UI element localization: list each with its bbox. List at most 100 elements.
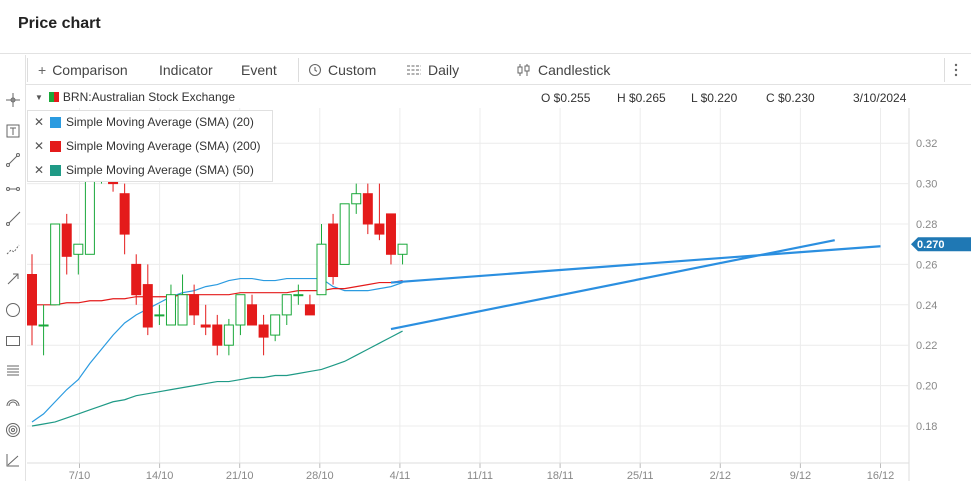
y-tick-label: 0.20 bbox=[916, 381, 937, 393]
y-tick-label: 0.22 bbox=[916, 340, 937, 352]
candle-body[interactable] bbox=[165, 294, 176, 326]
high-value: H $0.265 bbox=[617, 91, 666, 105]
more-options-button[interactable] bbox=[954, 55, 958, 85]
close-icon[interactable]: ✕ bbox=[34, 115, 45, 129]
sma50-line bbox=[31, 330, 403, 427]
candle-body[interactable] bbox=[189, 294, 200, 316]
comparison-button[interactable]: + Comparison bbox=[38, 55, 128, 85]
trendline-lower[interactable] bbox=[390, 239, 835, 331]
line-icon bbox=[6, 153, 20, 167]
fibonacci-icon bbox=[7, 365, 19, 376]
trend-angle-icon bbox=[6, 454, 19, 467]
polyline-tool[interactable] bbox=[0, 238, 26, 260]
candle-body[interactable] bbox=[293, 294, 304, 297]
candle-body[interactable] bbox=[212, 324, 223, 346]
candle-body[interactable] bbox=[247, 304, 258, 326]
target-icon bbox=[6, 423, 20, 437]
symbol-selector[interactable]: ▼ BRN:Australian Stock Exchange bbox=[35, 90, 235, 104]
candle-body[interactable] bbox=[374, 223, 385, 235]
candle-body[interactable] bbox=[119, 193, 130, 235]
horizontal-segment-tool[interactable] bbox=[0, 178, 26, 200]
horizontal-segment-icon bbox=[6, 187, 20, 191]
circle-tool[interactable] bbox=[0, 299, 26, 321]
legend-item-sma50: ✕ Simple Moving Average (SMA) (50) bbox=[34, 160, 254, 180]
candle-body[interactable] bbox=[142, 284, 153, 328]
candle-body[interactable] bbox=[351, 193, 362, 205]
candle-body[interactable] bbox=[362, 193, 373, 225]
text-box-icon bbox=[6, 124, 20, 138]
x-tick-label: 25/11 bbox=[627, 470, 654, 481]
x-tick-label: 16/12 bbox=[867, 470, 895, 481]
toolbar-divider bbox=[298, 58, 299, 82]
arrow-icon bbox=[7, 273, 19, 285]
text-box-tool[interactable] bbox=[0, 120, 26, 142]
legend-item-sma200: ✕ Simple Moving Average (SMA) (200) bbox=[34, 136, 261, 156]
candle-body[interactable] bbox=[84, 173, 95, 255]
candle-body[interactable] bbox=[385, 213, 396, 255]
legend-item-sma20: ✕ Simple Moving Average (SMA) (20) bbox=[34, 112, 254, 132]
y-tick-label: 0.26 bbox=[916, 259, 937, 271]
chart-toolbar: + Comparison Indicator Event Custom Daily… bbox=[0, 55, 971, 85]
arc-tool[interactable] bbox=[0, 390, 26, 412]
y-tick-label: 0.30 bbox=[916, 179, 937, 191]
candle-body[interactable] bbox=[154, 314, 165, 317]
candle-body[interactable] bbox=[339, 203, 350, 265]
close-icon[interactable]: ✕ bbox=[34, 139, 45, 153]
trend-angle-tool[interactable] bbox=[0, 449, 26, 471]
y-tick-label: 0.24 bbox=[916, 300, 937, 312]
x-tick-label: 21/10 bbox=[226, 470, 254, 481]
sma200-line bbox=[32, 279, 403, 306]
ray-tool[interactable] bbox=[0, 208, 26, 230]
event-button[interactable]: Event bbox=[241, 55, 277, 85]
arrow-tool[interactable] bbox=[0, 268, 26, 290]
x-tick-label: 7/10 bbox=[69, 470, 90, 481]
circle-icon bbox=[6, 303, 20, 317]
x-tick-label: 2/12 bbox=[710, 470, 731, 481]
caret-down-icon: ▼ bbox=[35, 92, 43, 102]
rectangle-tool[interactable] bbox=[0, 330, 26, 352]
candle-body[interactable] bbox=[328, 223, 339, 278]
date-value: 3/10/2024 bbox=[853, 91, 907, 105]
x-tick-label: 14/10 bbox=[146, 470, 174, 481]
candle-body[interactable] bbox=[304, 304, 315, 316]
candle-body[interactable] bbox=[177, 294, 188, 326]
legend-label-sma50: Simple Moving Average (SMA) (50) bbox=[66, 163, 254, 177]
candle-body[interactable] bbox=[50, 223, 61, 306]
legend-swatch-sma20 bbox=[50, 116, 61, 128]
clock-icon bbox=[308, 63, 322, 77]
candle-body[interactable] bbox=[258, 324, 269, 338]
candle-body[interactable] bbox=[223, 324, 234, 346]
current-price-label: 0.270 bbox=[917, 239, 945, 251]
fibonacci-tool[interactable] bbox=[0, 360, 26, 382]
candle-body[interactable] bbox=[73, 243, 84, 255]
candle-body[interactable] bbox=[131, 263, 142, 296]
event-label: Event bbox=[241, 62, 277, 78]
candle-body[interactable] bbox=[61, 223, 72, 257]
candle-body[interactable] bbox=[281, 294, 292, 316]
candle-body[interactable] bbox=[27, 274, 37, 326]
symbol-name: BRN:Australian Stock Exchange bbox=[62, 90, 236, 104]
close-value: C $0.230 bbox=[766, 91, 815, 105]
candle-body[interactable] bbox=[270, 314, 281, 336]
indicator-button[interactable]: Indicator bbox=[159, 55, 213, 85]
toolbar-divider bbox=[27, 58, 28, 82]
open-value: O $0.255 bbox=[541, 91, 591, 105]
line-tool[interactable] bbox=[0, 149, 26, 171]
current-price-tag bbox=[911, 237, 971, 252]
interval-button[interactable]: Daily bbox=[406, 55, 459, 85]
candle-body[interactable] bbox=[397, 243, 408, 255]
page-header: Price chart bbox=[0, 0, 971, 54]
candle-body[interactable] bbox=[235, 294, 246, 326]
target-tool[interactable] bbox=[0, 419, 26, 441]
crosshair-tool[interactable] bbox=[0, 89, 26, 111]
page-title: Price chart bbox=[18, 15, 101, 32]
candle-body[interactable] bbox=[38, 324, 49, 327]
y-tick-label: 0.18 bbox=[916, 421, 937, 433]
custom-range-button[interactable]: Custom bbox=[308, 55, 376, 85]
trendline-upper[interactable] bbox=[390, 245, 881, 284]
chart-type-button[interactable]: Candlestick bbox=[516, 55, 610, 85]
close-icon[interactable]: ✕ bbox=[34, 163, 45, 177]
candle-body[interactable] bbox=[316, 243, 327, 296]
candle-body[interactable] bbox=[200, 324, 211, 328]
